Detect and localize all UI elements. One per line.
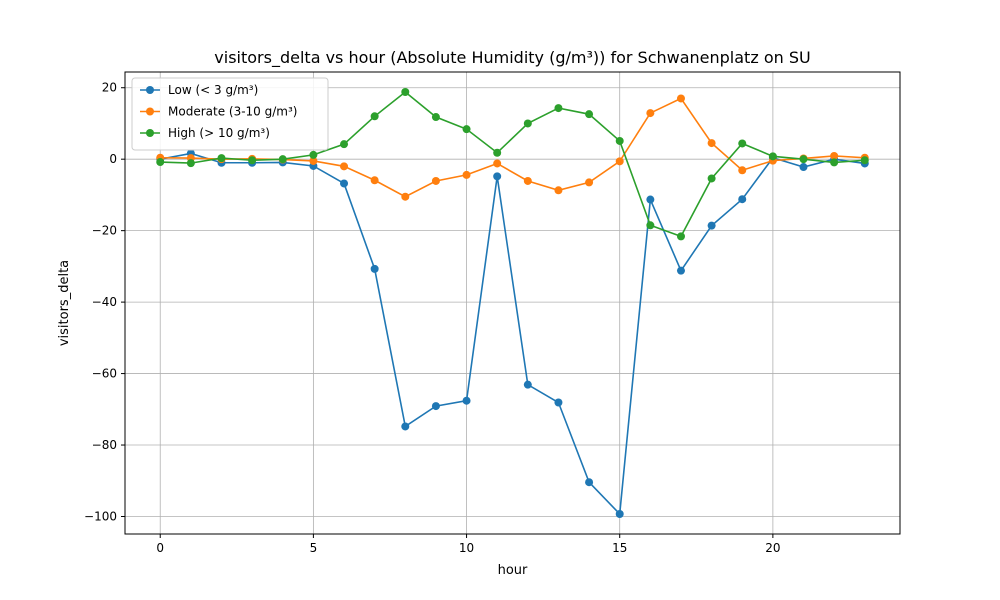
data-point bbox=[493, 159, 502, 168]
data-point bbox=[370, 112, 379, 121]
data-point bbox=[340, 179, 349, 188]
data-point bbox=[370, 176, 379, 185]
data-point bbox=[431, 113, 440, 122]
legend: Low (< 3 g/m³) Moderate (3-10 g/m³) High (… bbox=[131, 77, 329, 151]
legend-marker bbox=[146, 86, 154, 94]
data-point bbox=[401, 192, 410, 201]
data-point bbox=[401, 88, 410, 97]
data-point bbox=[186, 159, 195, 168]
y-tick-label: 0 bbox=[109, 152, 117, 166]
x-tick-label: 20 bbox=[765, 541, 780, 555]
data-point bbox=[676, 266, 685, 275]
data-point bbox=[738, 166, 747, 175]
data-point bbox=[830, 151, 839, 160]
legend-label: Low (< 3 g/m³) bbox=[168, 83, 258, 97]
series-line bbox=[160, 90, 865, 238]
data-point bbox=[340, 140, 349, 149]
y-tick-label: −20 bbox=[92, 224, 117, 238]
data-point bbox=[401, 422, 410, 431]
data-point bbox=[309, 150, 318, 159]
data-point bbox=[431, 176, 440, 185]
y-tick-label: −100 bbox=[84, 509, 117, 523]
data-point bbox=[554, 398, 563, 407]
y-tick-label: −80 bbox=[92, 438, 117, 452]
data-point bbox=[217, 154, 226, 163]
data-point bbox=[585, 110, 594, 119]
data-point bbox=[738, 139, 747, 148]
legend-box bbox=[131, 77, 329, 151]
data-point bbox=[646, 221, 655, 230]
data-point bbox=[585, 478, 594, 487]
data-point bbox=[676, 232, 685, 241]
data-point bbox=[462, 396, 471, 405]
data-point bbox=[340, 162, 349, 171]
data-point bbox=[309, 156, 318, 165]
data-point bbox=[799, 155, 808, 164]
data-point bbox=[523, 119, 532, 128]
legend-item: High (> 10 g/m³) bbox=[140, 126, 270, 140]
data-point bbox=[462, 170, 471, 179]
data-point bbox=[615, 509, 624, 518]
data-point bbox=[493, 148, 502, 157]
data-point bbox=[431, 402, 440, 411]
legend-item: Low (< 3 g/m³) bbox=[140, 83, 258, 97]
data-point bbox=[707, 221, 716, 230]
data-point bbox=[738, 195, 747, 204]
data-point bbox=[707, 139, 716, 148]
x-tick-label: 15 bbox=[612, 541, 627, 555]
data-point bbox=[768, 152, 777, 161]
axis-ticks: 0 5 10 15 20 20 0 −20 −40 −60 −80 −100 bbox=[84, 81, 780, 555]
plot-frame bbox=[124, 71, 901, 535]
data-point bbox=[554, 104, 563, 113]
legend-label: Moderate (3-10 g/m³) bbox=[168, 105, 297, 119]
data-point bbox=[462, 125, 471, 134]
x-tick-label: 0 bbox=[156, 541, 164, 555]
series-line bbox=[160, 152, 865, 516]
data-point bbox=[554, 186, 563, 195]
legend-marker bbox=[146, 129, 154, 137]
data-point bbox=[523, 176, 532, 185]
y-tick-label: −60 bbox=[92, 367, 117, 381]
series-group bbox=[156, 88, 869, 518]
data-point bbox=[830, 158, 839, 167]
data-point bbox=[493, 172, 502, 181]
data-point bbox=[676, 94, 685, 103]
x-tick-label: 10 bbox=[459, 541, 474, 555]
data-point bbox=[646, 195, 655, 204]
data-point bbox=[248, 156, 257, 165]
series-2 bbox=[156, 88, 869, 241]
legend-marker bbox=[146, 107, 154, 116]
chart-title: visitors_delta vs hour (Absolute Humidit… bbox=[214, 48, 810, 68]
x-tick-label: 5 bbox=[310, 541, 318, 555]
data-point bbox=[585, 178, 594, 187]
y-tick-label: −40 bbox=[92, 295, 117, 309]
data-point bbox=[615, 136, 624, 145]
data-point bbox=[523, 380, 532, 389]
data-point bbox=[646, 109, 655, 118]
legend-item: Moderate (3-10 g/m³) bbox=[140, 105, 297, 119]
data-point bbox=[370, 264, 379, 273]
y-axis-label: visitors_delta bbox=[57, 260, 72, 346]
data-point bbox=[278, 155, 287, 164]
data-point bbox=[707, 174, 716, 183]
data-point bbox=[860, 156, 869, 165]
y-tick-label: 20 bbox=[102, 81, 117, 95]
x-axis-label: hour bbox=[498, 563, 528, 578]
data-point bbox=[799, 163, 808, 172]
legend-label: High (> 10 g/m³) bbox=[168, 126, 270, 140]
data-point bbox=[156, 158, 165, 167]
data-point bbox=[615, 157, 624, 166]
